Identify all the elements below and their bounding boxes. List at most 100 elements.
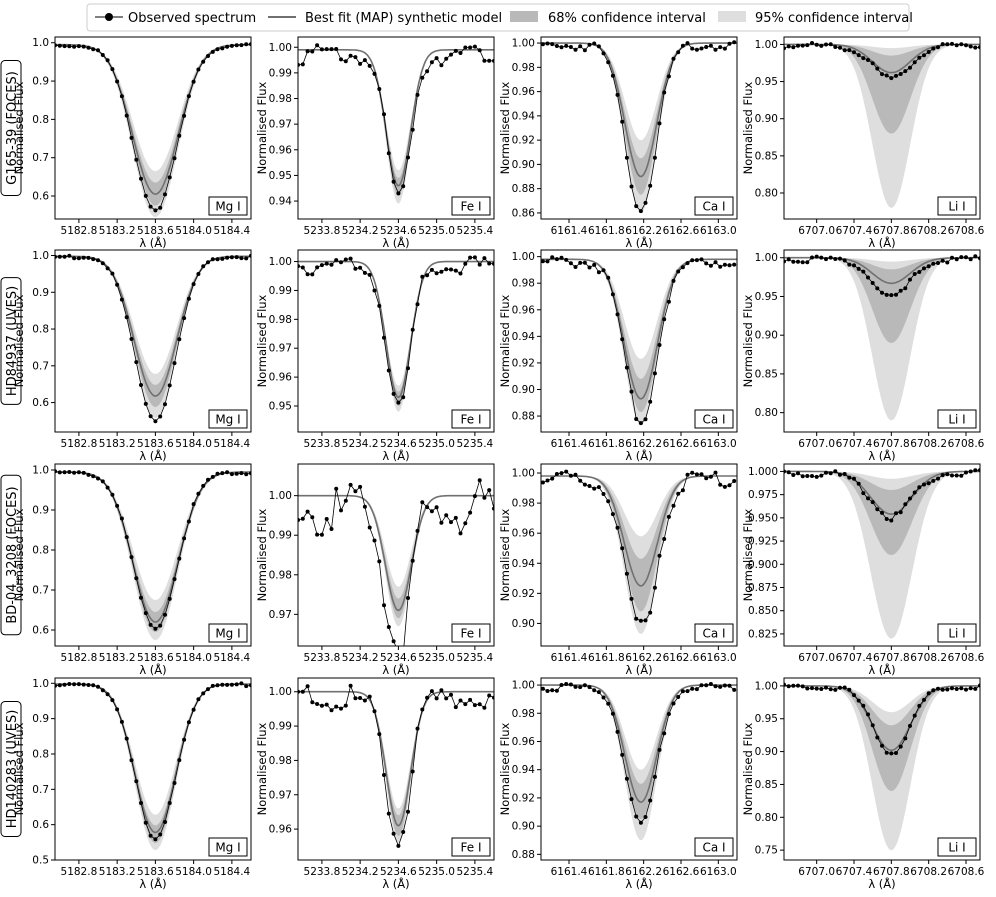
line-label: Mg I [215, 413, 240, 427]
observed-point [866, 58, 870, 62]
y-tick-label: 0.98 [512, 278, 535, 290]
observed-point [685, 261, 690, 266]
observed-point [134, 157, 139, 162]
x-tick-label: 6161.4 [551, 225, 588, 237]
observed-point [676, 269, 681, 274]
observed-point [362, 58, 367, 63]
observed-point [936, 45, 940, 50]
plot-area [298, 478, 494, 646]
observed-point [119, 94, 124, 99]
observed-point [889, 751, 894, 756]
observed-point [732, 687, 737, 692]
observed-point [662, 731, 667, 736]
observed-point [196, 272, 201, 276]
x-tick-label: 5182.8 [61, 438, 98, 450]
ci95-band [298, 49, 494, 204]
x-tick-label: 5182.8 [61, 225, 98, 237]
y-tick-label: 0.96 [512, 528, 536, 540]
y-tick-label: 1.00 [269, 686, 292, 698]
panel-2-4: 6707.0 6707.4 6707.8 6708.2 6708.6 0.80 0.85 0.… [741, 249, 985, 463]
observed-point [453, 705, 458, 710]
y-tick-label: 0.95 [755, 76, 778, 88]
x-tick-label: 6163.0 [700, 438, 737, 450]
observed-point [973, 45, 978, 50]
plot-area [784, 468, 980, 639]
observed-point [954, 687, 959, 691]
observed-point [420, 500, 425, 505]
star-label-text: HD84937 (UVES) [5, 286, 20, 396]
observed-point [596, 690, 601, 695]
observed-point [139, 176, 143, 181]
observed-point [722, 46, 727, 51]
observed-point [824, 257, 828, 262]
observed-point [810, 255, 814, 260]
observed-point [615, 729, 620, 734]
observed-point [163, 402, 167, 407]
observed-point [601, 695, 606, 700]
observed-point [894, 73, 898, 78]
observed-point [415, 302, 420, 307]
observed-point [870, 61, 875, 66]
observed-point [814, 42, 819, 47]
line-label-box [451, 409, 491, 429]
observed-point [718, 482, 723, 487]
observed-point [578, 260, 583, 265]
x-tick-label: 5184.4 [214, 866, 251, 878]
x-tick-label: 5235.4 [457, 866, 494, 878]
y-tick-label: 0.96 [512, 86, 536, 98]
observed-point [884, 292, 889, 297]
observed-point [96, 684, 100, 689]
observed-point [908, 65, 912, 70]
ci95-band [55, 684, 251, 851]
observed-point [382, 603, 386, 608]
observed-point [239, 681, 244, 686]
observed-point [568, 45, 573, 49]
y-tick-label: 0.95 [755, 713, 778, 725]
observed-point [828, 687, 833, 692]
observed-point [587, 42, 592, 47]
observed-point [225, 44, 230, 49]
observed-point [718, 45, 723, 50]
observed-point [225, 682, 230, 687]
observed-point [425, 273, 430, 278]
observed-point [319, 532, 324, 537]
observed-point [648, 798, 653, 803]
observed-point [908, 277, 912, 282]
observed-point [833, 687, 838, 692]
x-tick-label: 5235.0 [418, 225, 455, 237]
observed-point [898, 744, 903, 749]
observed-point [699, 46, 704, 51]
y-tick-label: 0.96 [269, 144, 293, 156]
observed-point [554, 472, 559, 476]
observed-point [643, 200, 648, 205]
x-tick-label: 5184.4 [214, 652, 251, 664]
observed-point [861, 491, 866, 496]
axes-frame [783, 463, 981, 647]
y-axis-label: Normalised Flux [255, 81, 269, 174]
observed-point [110, 698, 115, 703]
observed-point [324, 517, 329, 521]
observed-point [713, 470, 718, 475]
observed-point [620, 546, 625, 551]
observed-point [722, 683, 727, 688]
observed-point [903, 502, 908, 507]
y-tick-label: 0.90 [755, 330, 778, 342]
observed-point [115, 707, 120, 712]
observed-point [800, 684, 805, 689]
observed-point [453, 268, 458, 273]
observed-point [186, 94, 191, 99]
line-label: Fe I [461, 841, 482, 855]
observed-point [796, 471, 800, 476]
observed-point [638, 820, 643, 825]
y-tick-label: 0.96 [269, 372, 293, 384]
observed-point [676, 491, 681, 496]
observed-point [225, 255, 230, 260]
observed-point [315, 532, 320, 537]
observed-point [482, 58, 487, 63]
line-label: Mg I [215, 200, 240, 214]
observed-point [334, 47, 339, 51]
observed-point [81, 682, 86, 687]
observed-point [86, 255, 91, 260]
x-tick-label: 6707.0 [798, 225, 835, 237]
observed-point [606, 499, 611, 504]
